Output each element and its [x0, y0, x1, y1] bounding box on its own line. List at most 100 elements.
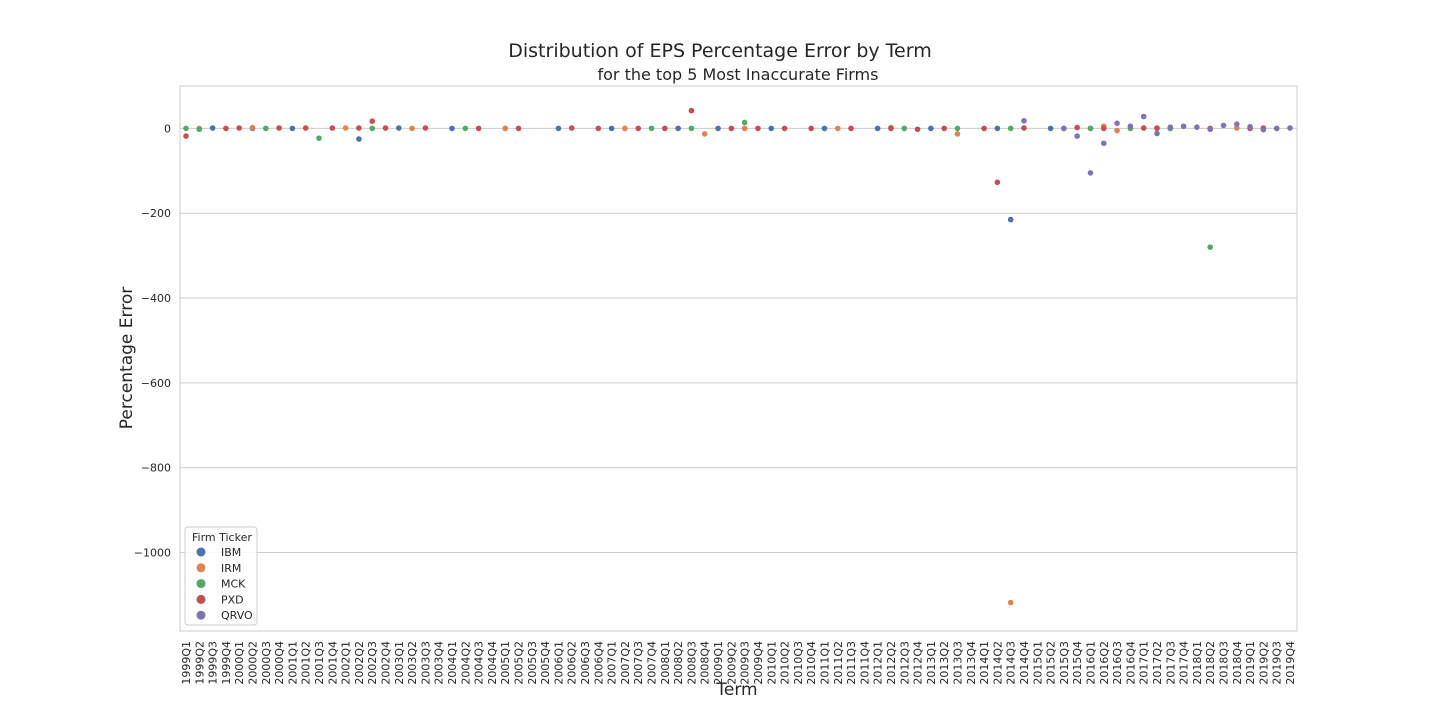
x-tick-label: 1999Q4: [220, 641, 233, 685]
x-tick-label: 2010Q3: [792, 641, 805, 685]
chart-title: Distribution of EPS Percentage Error by …: [508, 40, 931, 62]
data-point-mck: [741, 119, 748, 126]
x-tick-label: 2009Q3: [739, 641, 752, 685]
legend-marker-irm: [196, 563, 206, 573]
x-tick-label: 2016Q1: [1084, 641, 1097, 685]
x-tick-label: 2003Q3: [419, 641, 432, 685]
x-tick-label: 2003Q1: [393, 641, 406, 685]
x-tick-label: 2005Q4: [539, 641, 552, 685]
data-point-qrvo: [1114, 120, 1120, 127]
data-point-ibm: [209, 125, 216, 131]
x-tick-label: 2011Q2: [832, 641, 845, 685]
data-point-pxd: [941, 125, 947, 132]
x-tick-label: 2012Q1: [872, 641, 885, 685]
data-point-pxd: [276, 125, 282, 131]
data-point-mck: [462, 125, 469, 132]
data-point-qrvo: [1127, 123, 1134, 130]
data-point-pxd: [755, 125, 761, 132]
x-tick-label: 2002Q2: [353, 641, 366, 685]
data-point-mck: [316, 135, 322, 141]
x-tick-label: 2015Q3: [1058, 641, 1071, 685]
data-point-mck: [369, 125, 376, 132]
data-point-ibm: [928, 125, 934, 132]
x-tick-label: 2005Q3: [526, 641, 539, 685]
data-point-pxd: [994, 179, 1001, 186]
x-tick-label: 2016Q2: [1098, 641, 1111, 685]
data-point-pxd: [595, 125, 602, 132]
x-tick-label: 2019Q1: [1244, 641, 1257, 685]
data-point-pxd: [635, 125, 642, 132]
legend-marker-pxd: [196, 594, 206, 604]
data-point-irm: [834, 125, 841, 132]
x-tick-label: 1999Q1: [180, 641, 193, 685]
x-tick-label: 2019Q4: [1284, 641, 1297, 685]
x-tick-label: 2001Q2: [300, 641, 313, 685]
legend-marker-ibm: [196, 547, 206, 557]
data-point-ibm: [555, 125, 562, 132]
data-point-pxd: [515, 125, 522, 132]
x-tick-label: 2014Q3: [1005, 641, 1018, 685]
x-tick-label: 2004Q3: [473, 641, 486, 685]
data-point-ibm: [608, 125, 615, 132]
data-point-pxd: [662, 125, 668, 132]
data-point-ibm: [356, 136, 362, 142]
x-tick-label: 2013Q4: [965, 641, 978, 685]
x-tick-label: 2005Q2: [513, 641, 526, 685]
data-point-mck: [1087, 125, 1094, 132]
x-tick-label: 2006Q1: [552, 641, 565, 685]
data-point-qrvo: [1087, 170, 1094, 176]
x-tick-label: 2014Q1: [978, 641, 991, 685]
x-tick-label: 2017Q4: [1178, 641, 1191, 685]
data-point-pxd: [356, 125, 362, 131]
x-tick-label: 2010Q4: [805, 641, 818, 685]
y-tick-label: −1000: [134, 547, 171, 560]
data-point-mck: [1207, 244, 1213, 250]
data-point-pxd: [223, 125, 229, 132]
data-point-mck: [1007, 125, 1014, 132]
data-point-irm: [249, 124, 256, 131]
x-tick-label: 2009Q2: [725, 641, 738, 685]
x-tick-label: 2018Q3: [1217, 641, 1230, 685]
x-tick-labels: 1999Q1 1999Q2 1999Q3 1999Q4 2000Q1 2000Q2 2000…: [180, 641, 1297, 685]
data-point-qrvo: [1167, 124, 1174, 130]
legend-label-qrvo: QRVO: [221, 609, 253, 622]
data-point-qrvo: [1074, 133, 1080, 139]
data-point-pxd: [302, 125, 309, 131]
data-point-pxd: [848, 125, 854, 132]
legend-label-mck: MCK: [221, 578, 246, 591]
x-tick-label: 2017Q1: [1138, 641, 1151, 685]
data-point-pxd: [422, 125, 429, 131]
x-tick-label: 2007Q4: [646, 641, 659, 685]
data-point-ibm: [768, 125, 775, 132]
x-tick-label: 2010Q1: [765, 641, 778, 685]
x-tick-label: 2018Q2: [1204, 641, 1217, 685]
data-point-qrvo: [1061, 125, 1067, 132]
x-tick-label: 2007Q2: [619, 641, 632, 685]
data-point-pxd: [1154, 125, 1160, 131]
data-point-mck: [954, 125, 961, 132]
data-point-qrvo: [1207, 126, 1213, 133]
data-point-ibm: [289, 125, 296, 132]
x-tick-label: 2008Q1: [659, 641, 672, 685]
x-tick-label: 2005Q1: [499, 641, 512, 685]
x-tick-label: 2011Q3: [845, 641, 858, 685]
data-point-irm: [701, 131, 708, 137]
x-tick-label: 2004Q2: [459, 641, 472, 685]
x-tick-label: 2013Q2: [938, 641, 951, 685]
data-point-pxd: [568, 125, 575, 131]
chart-subtitle: for the top 5 Most Inaccurate Firms: [598, 65, 879, 84]
x-tick-label: 2001Q4: [326, 641, 339, 685]
x-tick-label: 2019Q3: [1271, 641, 1284, 685]
x-tick-label: 2011Q4: [858, 641, 871, 685]
x-tick-label: 2016Q4: [1124, 641, 1137, 685]
data-point-pxd: [808, 125, 814, 132]
data-point-irm: [502, 125, 509, 132]
data-point-mck: [688, 125, 695, 132]
data-point-qrvo: [1194, 124, 1200, 130]
data-point-mck: [183, 125, 189, 132]
x-tick-label: 2012Q2: [885, 641, 898, 685]
data-point-mck: [648, 125, 655, 132]
legend-title: Firm Ticker: [192, 531, 252, 544]
x-tick-label: 2010Q2: [779, 641, 792, 685]
